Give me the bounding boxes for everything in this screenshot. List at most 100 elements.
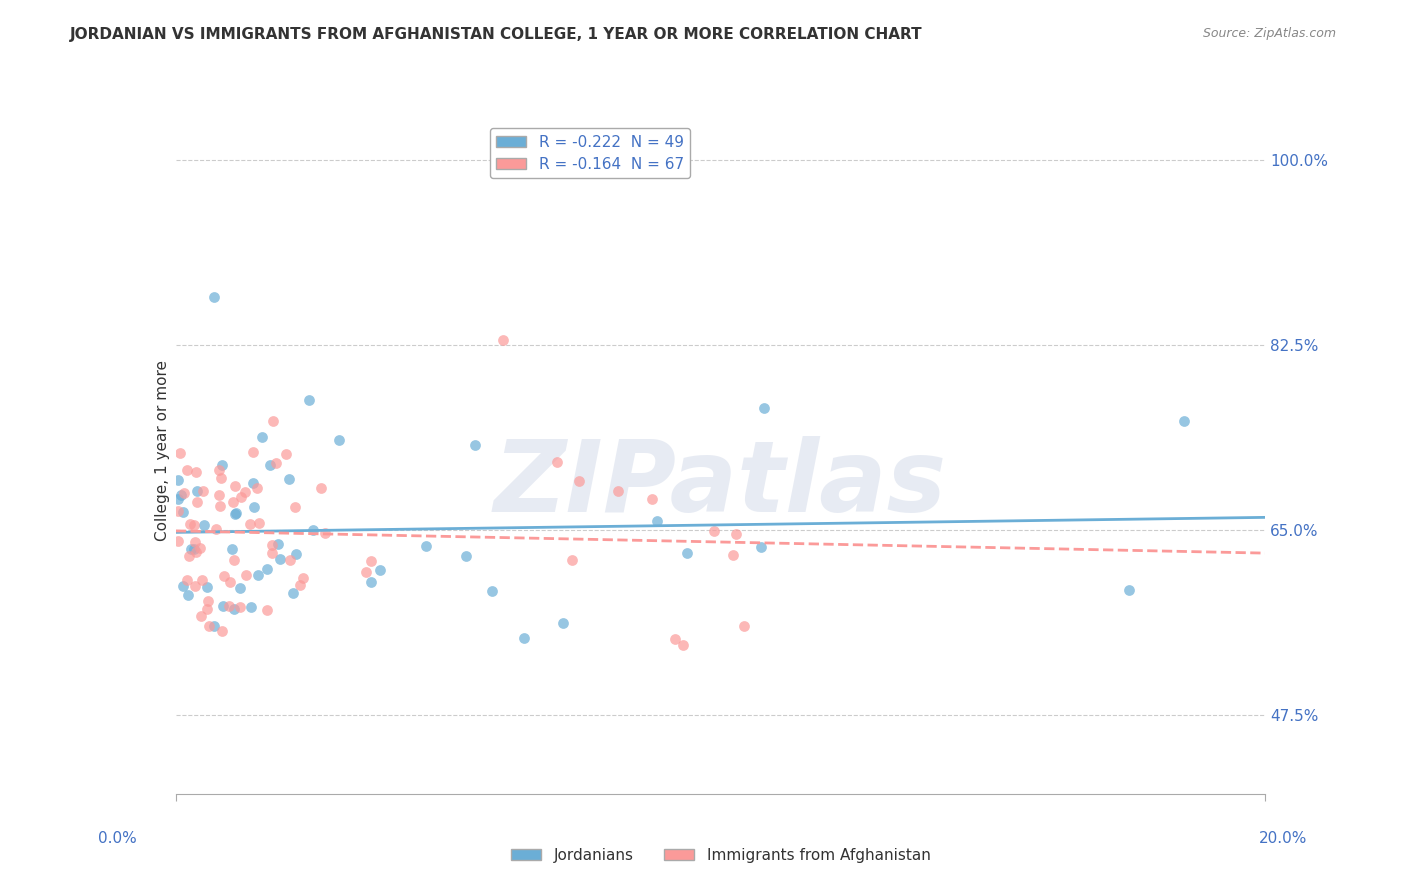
- Point: [211, 458, 233, 472]
- Point: [208, 488, 231, 502]
- Point: [703, 524, 725, 538]
- Point: [250, 430, 273, 444]
- Point: [284, 500, 307, 514]
- Point: [218, 574, 240, 589]
- Point: [256, 603, 278, 617]
- Point: [356, 565, 378, 579]
- Point: [277, 472, 299, 486]
- Text: Source: ZipAtlas.com: Source: ZipAtlas.com: [1202, 27, 1336, 40]
- Point: [262, 414, 284, 428]
- Point: [561, 552, 583, 566]
- Point: [229, 600, 252, 615]
- Point: [256, 561, 278, 575]
- Point: [551, 616, 574, 631]
- Point: [301, 523, 323, 537]
- Point: [262, 546, 284, 560]
- Point: [193, 518, 215, 533]
- Point: [235, 568, 257, 582]
- Point: [664, 632, 686, 647]
- Point: [167, 504, 190, 518]
- Point: [173, 504, 195, 518]
- Point: [197, 594, 219, 608]
- Point: [195, 601, 218, 615]
- Point: [260, 538, 283, 552]
- Point: [606, 483, 628, 498]
- Point: [212, 569, 235, 583]
- Point: [292, 571, 315, 585]
- Point: [224, 602, 246, 616]
- Point: [721, 548, 744, 562]
- Point: [225, 506, 247, 520]
- Point: [360, 554, 382, 568]
- Point: [288, 578, 311, 592]
- Point: [309, 481, 332, 495]
- Point: [281, 586, 304, 600]
- Point: [205, 522, 228, 536]
- Point: [328, 433, 350, 447]
- Point: [454, 549, 477, 564]
- Point: [242, 476, 264, 491]
- Point: [233, 484, 256, 499]
- Point: [247, 516, 270, 531]
- Point: [360, 575, 382, 590]
- Point: [176, 463, 198, 477]
- Text: 20.0%: 20.0%: [1260, 831, 1308, 846]
- Point: [211, 624, 233, 639]
- Point: [221, 542, 243, 557]
- Point: [197, 619, 219, 633]
- Point: [184, 535, 207, 549]
- Point: [276, 447, 298, 461]
- Point: [246, 481, 269, 495]
- Point: [202, 290, 225, 304]
- Point: [177, 588, 200, 602]
- Point: [167, 534, 190, 549]
- Point: [481, 584, 503, 599]
- Point: [1173, 414, 1195, 428]
- Point: [464, 438, 486, 452]
- Point: [278, 553, 301, 567]
- Point: [641, 492, 664, 507]
- Point: [228, 581, 250, 595]
- Point: [264, 456, 287, 470]
- Point: [173, 486, 195, 500]
- Point: [191, 573, 214, 587]
- Y-axis label: College, 1 year or more: College, 1 year or more: [155, 360, 170, 541]
- Point: [267, 537, 290, 551]
- Point: [183, 517, 205, 532]
- Point: [676, 546, 699, 560]
- Text: JORDANIAN VS IMMIGRANTS FROM AFGHANISTAN COLLEGE, 1 YEAR OR MORE CORRELATION CHA: JORDANIAN VS IMMIGRANTS FROM AFGHANISTAN…: [70, 27, 922, 42]
- Point: [269, 551, 291, 566]
- Point: [186, 495, 208, 509]
- Point: [167, 492, 190, 507]
- Point: [191, 483, 214, 498]
- Point: [242, 445, 264, 459]
- Point: [207, 463, 229, 477]
- Point: [167, 473, 190, 487]
- Point: [177, 549, 200, 563]
- Point: [224, 479, 246, 493]
- Point: [186, 545, 208, 559]
- Point: [492, 333, 515, 347]
- Point: [229, 490, 252, 504]
- Point: [314, 526, 336, 541]
- Text: 0.0%: 0.0%: [98, 831, 138, 846]
- Point: [546, 455, 568, 469]
- Point: [184, 579, 207, 593]
- Point: [243, 500, 266, 515]
- Legend: Jordanians, Immigrants from Afghanistan: Jordanians, Immigrants from Afghanistan: [505, 841, 936, 869]
- Point: [733, 619, 755, 633]
- Point: [190, 609, 212, 624]
- Point: [513, 632, 536, 646]
- Point: [415, 539, 437, 553]
- Point: [224, 507, 246, 521]
- Point: [202, 619, 225, 633]
- Point: [172, 578, 194, 592]
- Point: [285, 547, 308, 561]
- Point: [725, 527, 748, 541]
- Point: [209, 471, 232, 485]
- Point: [239, 516, 262, 531]
- Point: [645, 514, 668, 528]
- Point: [754, 401, 776, 416]
- Point: [246, 568, 269, 582]
- Point: [183, 542, 205, 557]
